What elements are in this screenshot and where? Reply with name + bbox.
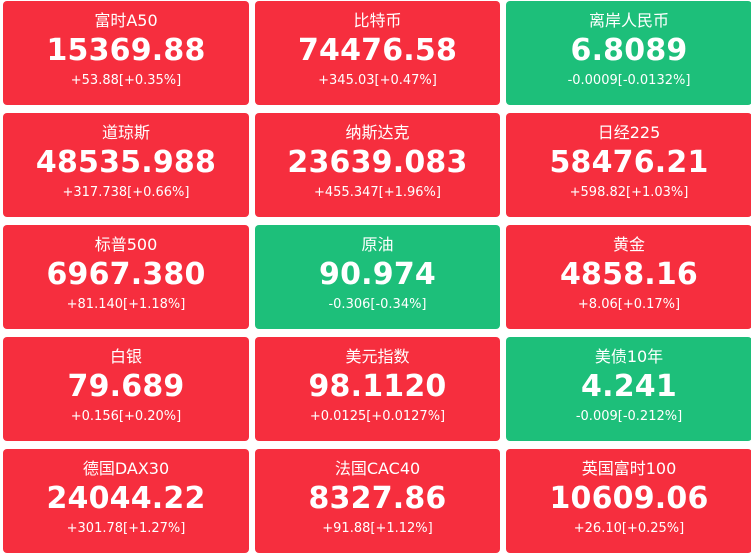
quote-price: 24044.22 — [46, 481, 206, 516]
quote-tile-us-10y-treasury[interactable]: 美债10年 4.241 -0.009[-0.212%] — [506, 337, 751, 441]
quote-change: -0.306[-0.34%] — [328, 297, 427, 312]
quote-tile-dollar-index[interactable]: 美元指数 98.1120 +0.0125[+0.0127%] — [255, 337, 500, 441]
quote-change: +598.82[+1.03%] — [569, 185, 689, 200]
quote-price: 6967.380 — [46, 257, 206, 292]
quote-name: 纳斯达克 — [345, 123, 410, 142]
quote-change: +345.03[+0.47%] — [318, 73, 437, 88]
quote-price: 98.1120 — [308, 369, 447, 404]
quote-change: +81.140[+1.18%] — [66, 297, 186, 312]
quote-tile-bitcoin[interactable]: 比特币 74476.58 +345.03[+0.47%] — [255, 1, 500, 105]
quote-tile-crude-oil[interactable]: 原油 90.974 -0.306[-0.34%] — [255, 225, 500, 329]
quote-change: +0.0125[+0.0127%] — [309, 409, 446, 424]
quote-name: 英国富时100 — [581, 459, 677, 478]
quote-name: 白银 — [109, 347, 142, 366]
quote-change: +0.156[+0.20%] — [70, 409, 182, 424]
quote-name: 原油 — [361, 235, 394, 254]
quote-price: 4.241 — [581, 369, 677, 404]
quote-name: 法国CAC40 — [334, 459, 421, 478]
quote-price: 6.8089 — [570, 33, 688, 68]
quote-tile-offshore-rmb[interactable]: 离岸人民币 6.8089 -0.0009[-0.0132%] — [506, 1, 751, 105]
quote-tile-dax-30[interactable]: 德国DAX30 24044.22 +301.78[+1.27%] — [3, 449, 249, 553]
quote-change: +53.88[+0.35%] — [70, 73, 182, 88]
quote-price: 48535.988 — [35, 145, 217, 180]
quote-tile-dow-jones[interactable]: 道琼斯 48535.988 +317.738[+0.66%] — [3, 113, 249, 217]
quote-name: 标普500 — [94, 235, 158, 254]
quote-name: 日经225 — [597, 123, 661, 142]
quote-tile-gold[interactable]: 黄金 4858.16 +8.06[+0.17%] — [506, 225, 751, 329]
quote-price: 79.689 — [67, 369, 185, 404]
quote-name: 比特币 — [353, 11, 402, 30]
quote-change: -0.009[-0.212%] — [575, 409, 683, 424]
quote-price: 23639.083 — [287, 145, 468, 180]
quote-price: 15369.88 — [46, 33, 206, 68]
quote-name: 富时A50 — [94, 11, 158, 30]
quote-change: +8.06[+0.17%] — [577, 297, 681, 312]
quote-name: 黄金 — [612, 235, 645, 254]
quote-name: 道琼斯 — [101, 123, 150, 142]
quote-price: 4858.16 — [559, 257, 699, 292]
quote-name: 美债10年 — [594, 347, 664, 366]
quote-change: +317.738[+0.66%] — [62, 185, 190, 200]
quote-change: +91.88[+1.12%] — [322, 521, 433, 536]
quote-change: +26.10[+0.25%] — [573, 521, 685, 536]
quote-tile-ftse-china-a50[interactable]: 富时A50 15369.88 +53.88[+0.35%] — [3, 1, 249, 105]
quote-tile-nikkei-225[interactable]: 日经225 58476.21 +598.82[+1.03%] — [506, 113, 751, 217]
quote-name: 德国DAX30 — [82, 459, 170, 478]
quote-price: 10609.06 — [549, 481, 709, 516]
quote-tile-nasdaq[interactable]: 纳斯达克 23639.083 +455.347[+1.96%] — [255, 113, 500, 217]
quote-change: +455.347[+1.96%] — [314, 185, 441, 200]
quote-name: 美元指数 — [345, 347, 410, 366]
quote-price: 74476.58 — [297, 33, 458, 68]
quote-change: +301.78[+1.27%] — [66, 521, 186, 536]
quote-tile-ftse-100[interactable]: 英国富时100 10609.06 +26.10[+0.25%] — [506, 449, 751, 553]
quote-tile-silver[interactable]: 白银 79.689 +0.156[+0.20%] — [3, 337, 249, 441]
quote-price: 90.974 — [319, 257, 436, 292]
quote-name: 离岸人民币 — [588, 11, 669, 30]
quote-tile-cac-40[interactable]: 法国CAC40 8327.86 +91.88[+1.12%] — [255, 449, 500, 553]
quote-price: 8327.86 — [308, 481, 447, 516]
quote-tile-sp-500[interactable]: 标普500 6967.380 +81.140[+1.18%] — [3, 225, 249, 329]
quote-change: -0.0009[-0.0132%] — [567, 73, 691, 88]
quote-price: 58476.21 — [549, 145, 709, 180]
